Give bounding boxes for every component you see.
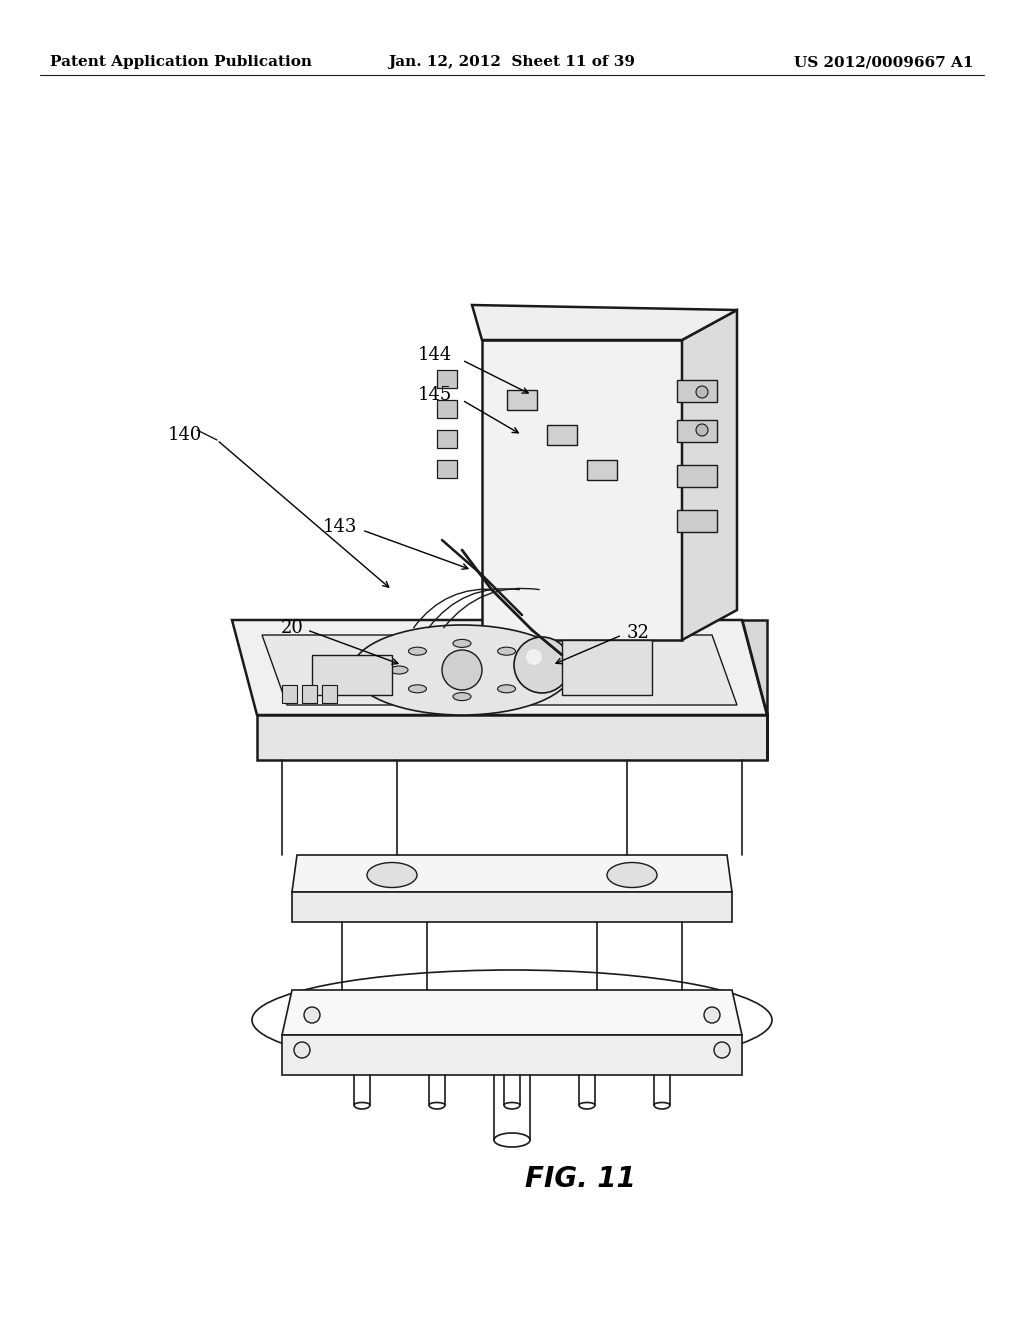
Ellipse shape xyxy=(352,624,572,715)
Circle shape xyxy=(696,385,708,399)
Text: 145: 145 xyxy=(418,385,452,404)
Circle shape xyxy=(294,1041,310,1059)
Polygon shape xyxy=(257,715,767,760)
FancyBboxPatch shape xyxy=(302,685,317,704)
Circle shape xyxy=(514,638,570,693)
FancyBboxPatch shape xyxy=(437,400,457,418)
Circle shape xyxy=(705,1007,720,1023)
FancyBboxPatch shape xyxy=(677,380,717,403)
Ellipse shape xyxy=(367,862,417,887)
Text: 144: 144 xyxy=(418,346,452,364)
Polygon shape xyxy=(282,990,742,1035)
Ellipse shape xyxy=(516,667,534,675)
Circle shape xyxy=(304,1007,319,1023)
Ellipse shape xyxy=(498,685,515,693)
FancyBboxPatch shape xyxy=(437,430,457,447)
Polygon shape xyxy=(282,1035,742,1074)
Ellipse shape xyxy=(453,639,471,647)
Text: 32: 32 xyxy=(627,624,650,642)
FancyBboxPatch shape xyxy=(587,459,617,480)
Text: 140: 140 xyxy=(168,426,202,444)
Circle shape xyxy=(714,1041,730,1059)
FancyBboxPatch shape xyxy=(437,459,457,478)
Polygon shape xyxy=(292,855,732,892)
FancyBboxPatch shape xyxy=(562,640,652,696)
Text: Jan. 12, 2012  Sheet 11 of 39: Jan. 12, 2012 Sheet 11 of 39 xyxy=(388,55,636,69)
Polygon shape xyxy=(682,310,737,640)
Polygon shape xyxy=(482,341,682,640)
Ellipse shape xyxy=(498,647,515,655)
Polygon shape xyxy=(262,635,737,705)
Circle shape xyxy=(696,424,708,436)
Text: US 2012/0009667 A1: US 2012/0009667 A1 xyxy=(795,55,974,69)
FancyBboxPatch shape xyxy=(677,420,717,442)
Ellipse shape xyxy=(390,667,408,675)
Circle shape xyxy=(526,649,542,665)
Text: Patent Application Publication: Patent Application Publication xyxy=(50,55,312,69)
FancyBboxPatch shape xyxy=(312,655,392,696)
FancyBboxPatch shape xyxy=(282,685,297,704)
FancyBboxPatch shape xyxy=(507,389,537,411)
Ellipse shape xyxy=(409,647,426,655)
Ellipse shape xyxy=(409,685,426,693)
FancyBboxPatch shape xyxy=(677,510,717,532)
Polygon shape xyxy=(232,620,767,715)
Polygon shape xyxy=(292,892,732,921)
FancyBboxPatch shape xyxy=(437,370,457,388)
FancyBboxPatch shape xyxy=(547,425,577,445)
FancyBboxPatch shape xyxy=(677,465,717,487)
Text: 20: 20 xyxy=(282,619,304,638)
Ellipse shape xyxy=(453,693,471,701)
FancyBboxPatch shape xyxy=(322,685,337,704)
Ellipse shape xyxy=(607,862,657,887)
Polygon shape xyxy=(472,305,737,341)
Text: 143: 143 xyxy=(323,517,357,536)
Polygon shape xyxy=(742,620,767,760)
Text: FIG. 11: FIG. 11 xyxy=(524,1166,635,1193)
Circle shape xyxy=(442,649,482,690)
